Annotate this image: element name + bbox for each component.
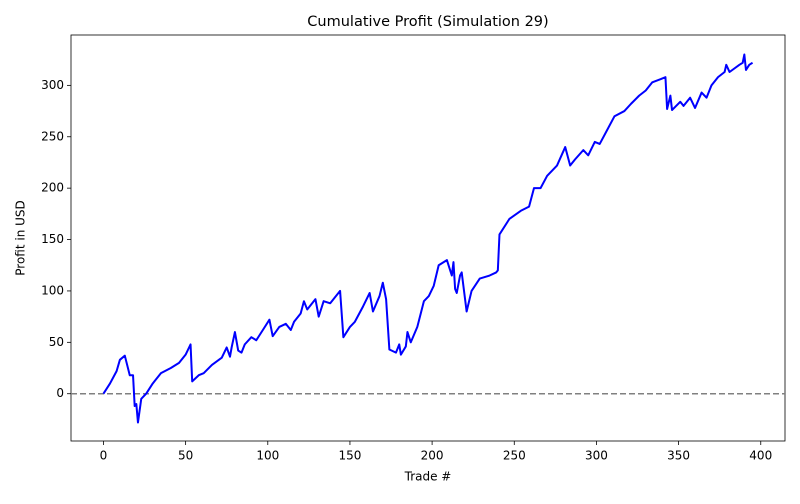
data-line [102,53,754,424]
x-tick-label: 50 [178,449,193,463]
y-tick-label: 150 [41,232,64,246]
x-tick-label: 150 [338,449,361,463]
x-tick-label: 0 [100,449,108,463]
chart-title: Cumulative Profit (Simulation 29) [307,14,548,30]
x-tick-label: 300 [585,449,608,463]
y-tick-label: 250 [41,129,64,143]
y-tick-label: 100 [41,283,64,297]
x-tick-label: 350 [667,449,690,463]
y-tick-label: 50 [49,335,64,349]
plot-frame [70,34,786,442]
y-tick-label: 0 [56,386,64,400]
y-tick-label: 200 [41,181,64,195]
x-tick-label: 100 [256,449,279,463]
y-tick-label: 300 [41,78,64,92]
x-tick-label: 400 [749,449,772,463]
x-tick-label: 250 [503,449,526,463]
x-tick-label: 200 [421,449,444,463]
y-axis-label: Profit in USD [14,200,28,276]
x-axis-label: Trade # [404,470,452,484]
